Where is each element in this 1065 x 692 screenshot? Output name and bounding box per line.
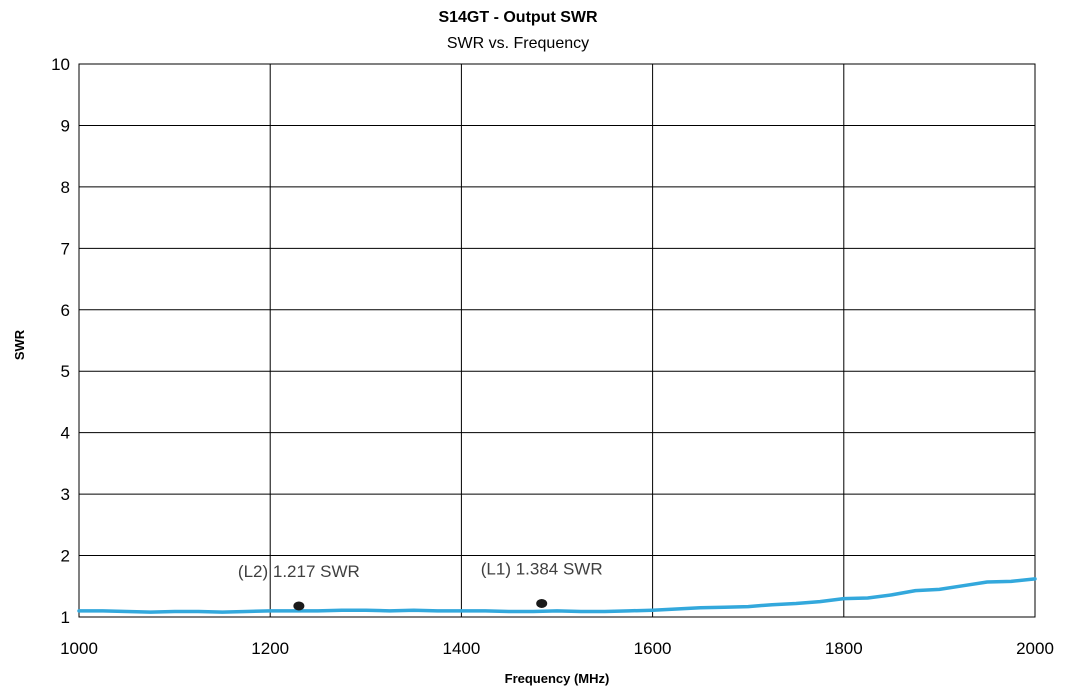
grid [78,63,1036,618]
x-axis-label: Frequency (MHz) [505,671,610,686]
y-tick-label-1: 1 [61,608,70,627]
x-tick-label-2000: 2000 [1016,639,1054,658]
marker-point-0 [293,601,305,611]
y-tick-label-5: 5 [61,362,70,381]
y-tick-label-2: 2 [61,547,70,566]
marker-layer: (L2) 1.217 SWR (L1) 1.384 SWR [238,559,603,611]
x-tick-label-1800: 1800 [825,639,863,658]
x-tick-label-1200: 1200 [251,639,289,658]
chart-title: S14GT - Output SWR [438,9,598,26]
series-line-0 [77,577,1037,614]
y-tick-label-6: 6 [61,301,70,320]
y-axis-label: SWR [12,329,27,360]
y-tick-label-4: 4 [61,424,70,443]
x-axis-ticks: 1000 1200 1400 1600 1800 2000 [60,639,1054,658]
x-tick-label-1400: 1400 [442,639,480,658]
y-tick-label-9: 9 [61,116,70,135]
plot-area-border [78,63,1036,618]
y-axis-ticks: 1 2 3 4 5 6 7 8 9 10 [51,55,70,627]
chart-subtitle: SWR vs. Frequency [447,35,589,52]
x-tick-label-1600: 1600 [634,639,672,658]
y-tick-label-3: 3 [61,485,70,504]
y-tick-label-8: 8 [61,178,70,197]
y-tick-label-10: 10 [51,55,70,74]
marker-label-0: (L2) 1.217 SWR [238,562,360,581]
marker-label-1: (L1) 1.384 SWR [481,559,603,578]
y-tick-label-7: 7 [61,239,70,258]
marker-point-1 [536,598,548,608]
series-layer [77,577,1037,614]
x-tick-label-1000: 1000 [60,639,98,658]
